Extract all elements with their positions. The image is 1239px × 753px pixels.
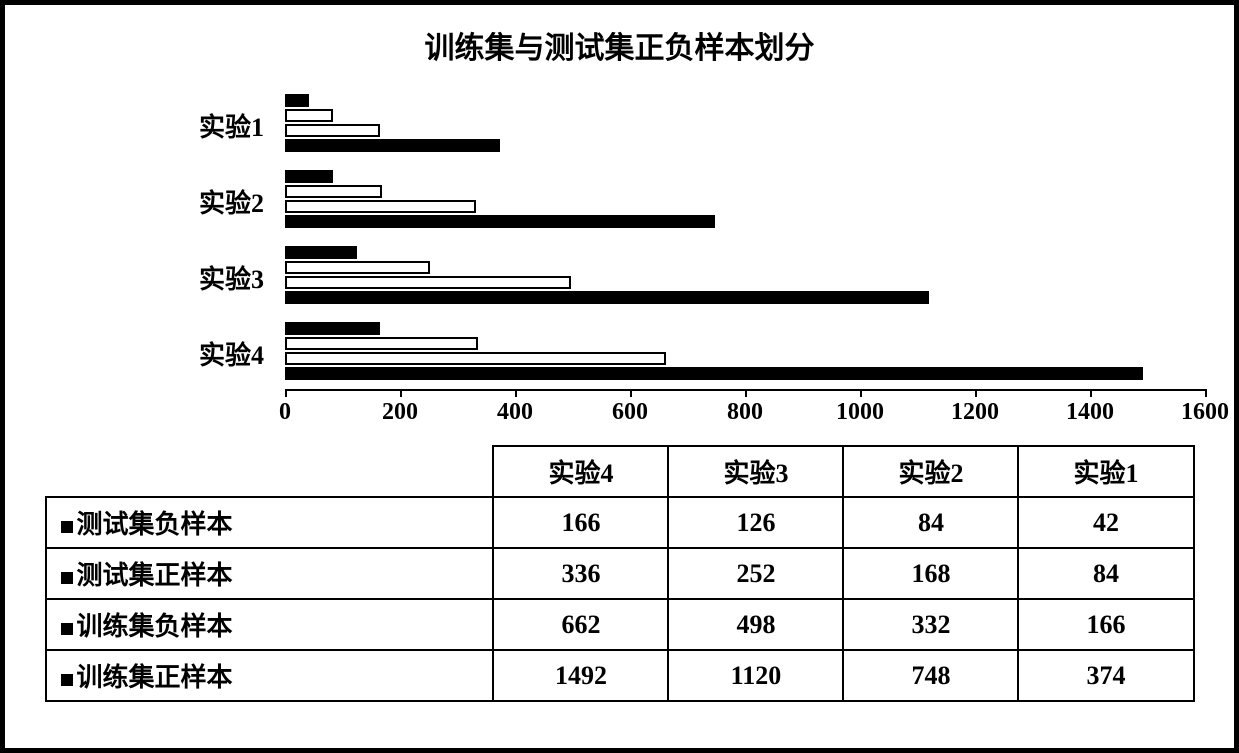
table-row: 测试集正样本 33625216884 [46,548,1194,599]
category-label: 实验3 [64,259,264,296]
table-header-row: 实验4 实验3 实验2 实验1 [46,446,1194,497]
row-label: 训练集正样本 [77,663,233,692]
x-tick-label: 1600 [1181,399,1229,426]
bar-test_neg [285,170,333,183]
bar-test_pos [285,261,430,274]
bar-test_pos [285,185,382,198]
x-tick-label: 400 [497,399,533,426]
x-axis: 02004006008001000120014001600 [285,389,1205,429]
table-row-header: 训练集负样本 [46,599,494,650]
bar-train_pos [285,291,929,304]
table-row-header: 测试集正样本 [46,548,494,599]
legend-mark-icon [61,674,73,686]
table-cell: 332 [843,599,1018,650]
bar-test_pos [285,337,478,350]
table-cell: 374 [1018,650,1193,701]
row-label: 测试集正样本 [77,561,233,590]
category-label: 实验2 [64,183,264,220]
legend-mark-icon [61,521,73,533]
chart-title: 训练集与测试集正负样本划分 [5,5,1234,77]
table-col-header: 实验4 [493,446,668,497]
row-label: 训练集负样本 [77,612,233,641]
bar-test_neg [285,322,380,335]
bar-train_pos [285,215,715,228]
bar-train_neg [285,352,666,365]
table-cell: 748 [843,650,1018,701]
category-label: 实验4 [64,335,264,372]
figure-frame: 训练集与测试集正负样本划分 0 200 400 600 800 1000 1200 1400 1… [0,0,1239,753]
bar-train_neg [285,276,571,289]
bar-train_neg [285,124,380,137]
x-tick [745,389,747,397]
table-cell: 166 [493,497,668,548]
table-row: 测试集负样本 1661268442 [46,497,1194,548]
data-table: 实验4 实验3 实验2 实验1 测试集负样本1661268442测试集正样本33… [45,445,1195,702]
table-col-header: 实验1 [1018,446,1193,497]
x-tick-label: 200 [382,399,418,426]
x-tick-label: 1400 [1066,399,1114,426]
bar-train_neg [285,200,476,213]
table-row-header: 测试集负样本 [46,497,494,548]
x-tick [515,389,517,397]
table-cell: 336 [493,548,668,599]
table-cell: 1120 [668,650,843,701]
table-cell: 662 [493,599,668,650]
legend-mark-icon [61,572,73,584]
x-tick-label: 1000 [836,399,884,426]
table-cell: 168 [843,548,1018,599]
bar-test_pos [285,109,333,122]
bar-test_neg [285,246,357,259]
bar-train_pos [285,367,1143,380]
table-row-header: 训练集正样本 [46,650,494,701]
category-label: 实验1 [64,107,264,144]
table-cell: 498 [668,599,843,650]
x-tick-label: 800 [727,399,763,426]
table-row: 训练集负样本 662498332166 [46,599,1194,650]
row-label: 测试集负样本 [77,510,233,539]
table-cell: 126 [668,497,843,548]
x-tick [1205,389,1207,397]
table-row: 训练集正样本 14921120748374 [46,650,1194,701]
table-cell: 166 [1018,599,1193,650]
x-tick-label: 1200 [951,399,999,426]
table-cell: 1492 [493,650,668,701]
x-tick-label: 600 [612,399,648,426]
legend-mark-icon [61,623,73,635]
x-tick [860,389,862,397]
table-corner-cell [46,446,494,497]
x-tick [630,389,632,397]
table-cell: 252 [668,548,843,599]
x-tick [1090,389,1092,397]
chart-area: 02004006008001000120014001600 实验1实验2实验3实… [45,77,1194,437]
table-cell: 84 [1018,548,1193,599]
plot-area [285,87,1205,387]
table-col-header: 实验3 [668,446,843,497]
bar-train_pos [285,139,500,152]
x-tick [975,389,977,397]
table-cell: 42 [1018,497,1193,548]
table-cell: 84 [843,497,1018,548]
x-tick [285,389,287,397]
table-col-header: 实验2 [843,446,1018,497]
x-tick-label: 0 [279,399,291,426]
x-tick [400,389,402,397]
bar-test_neg [285,94,309,107]
